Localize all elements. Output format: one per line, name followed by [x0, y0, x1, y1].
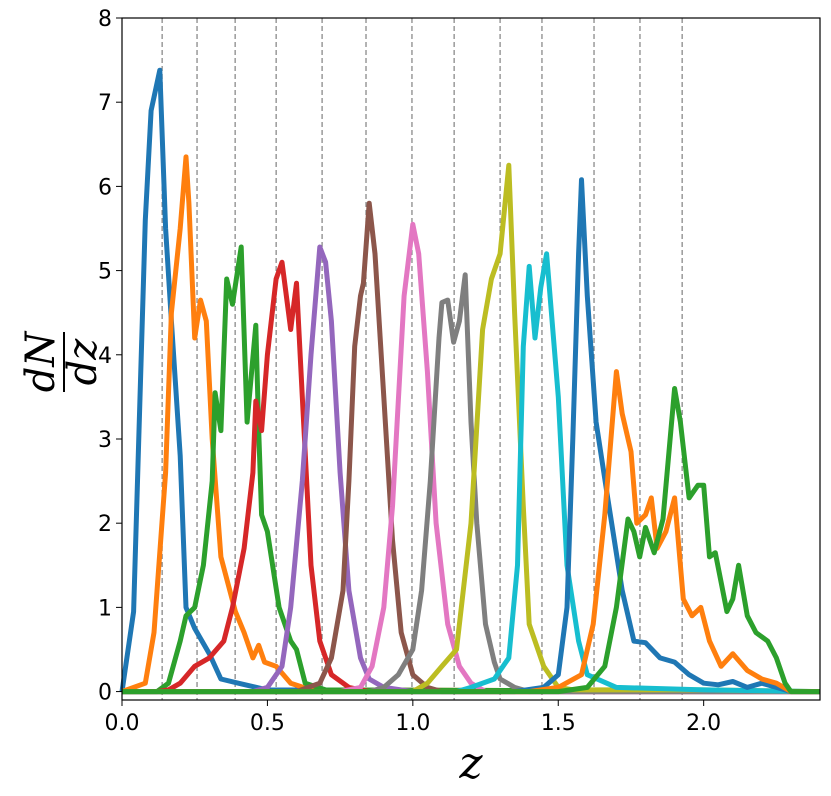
x-tick-label: 0.5	[250, 711, 285, 736]
series-line	[122, 251, 821, 695]
axes-frame	[121, 17, 821, 701]
series-line	[122, 244, 821, 695]
series-line	[122, 259, 820, 695]
x-tick-label: 2.0	[686, 711, 721, 736]
y-tick-label: 2	[98, 512, 112, 537]
y-tick-label: 4	[98, 344, 112, 369]
y-tick-label: 1	[98, 596, 112, 621]
y-tick-label: 6	[98, 175, 112, 200]
series-line	[122, 386, 820, 695]
y-axis-label: dN dz	[18, 330, 106, 393]
y-tick-label: 7	[98, 91, 112, 116]
series-line	[121, 154, 821, 695]
y-tick-label: 3	[98, 428, 112, 453]
series-line	[122, 221, 820, 695]
y-tick-label: 0	[98, 681, 112, 706]
series-line	[122, 244, 820, 695]
x-tick-label: 1.0	[395, 711, 430, 736]
y-tick-label: 8	[98, 7, 112, 32]
x-axis-label: z	[458, 738, 483, 789]
series-line	[122, 177, 820, 695]
x-tick-label: 0.0	[105, 711, 140, 736]
plot-area	[119, 18, 821, 700]
series-line	[122, 369, 820, 695]
x-tick-label: 1.5	[541, 711, 576, 736]
y-label-numerator: dN	[18, 330, 64, 393]
y-tick-label: 5	[98, 260, 112, 285]
series-line	[119, 67, 821, 695]
y-label-denominator: dz	[60, 338, 106, 386]
series-line	[122, 200, 820, 695]
